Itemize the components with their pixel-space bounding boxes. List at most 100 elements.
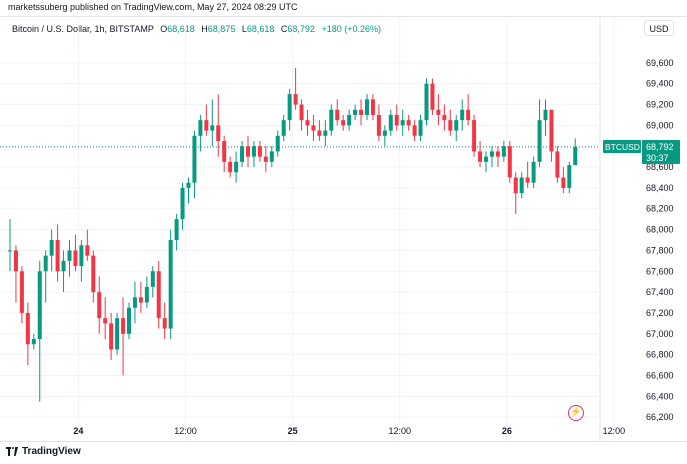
candle-body: [251, 146, 256, 157]
candle-body: [19, 271, 24, 313]
candle-body: [156, 271, 161, 319]
candle-body: [567, 165, 572, 188]
y-tick-label: 68,000: [646, 225, 674, 235]
publisher-credit: marketssuberg published on TradingView.c…: [8, 2, 298, 12]
candle-body: [376, 114, 381, 136]
footer-bar: [0, 441, 687, 464]
ticker-tag-label: BTCUSD: [605, 142, 640, 152]
candle-body: [448, 120, 453, 131]
tradingview-logo[interactable]: TradingView: [6, 446, 81, 457]
candle-body: [287, 94, 292, 121]
candle-body: [495, 151, 500, 157]
y-tick-label: 67,600: [646, 266, 674, 276]
candle-body: [168, 240, 173, 329]
candle-body: [555, 151, 560, 178]
candle-body: [103, 318, 108, 324]
y-tick-label: 68,200: [646, 204, 674, 214]
candle-body: [573, 147, 578, 166]
candle-body: [501, 146, 506, 157]
candle-body: [115, 318, 120, 350]
candle-body: [67, 250, 72, 261]
candle-body: [49, 240, 54, 256]
y-tick-label: 67,800: [646, 245, 674, 255]
close-label: C: [280, 24, 288, 34]
candle-body: [127, 307, 131, 334]
y-tick-label: 66,200: [646, 412, 674, 422]
candle-body: [55, 240, 60, 272]
y-tick-label: 69,200: [646, 100, 674, 110]
candle-body: [275, 135, 280, 152]
candle-body: [323, 130, 328, 136]
candle-body: [299, 104, 304, 121]
x-tick-label: 24: [73, 426, 83, 436]
price-tag-value: 68,792: [646, 142, 674, 152]
price-tag-countdown: 30:37: [646, 153, 669, 163]
candle-body: [13, 250, 18, 272]
candle-body: [454, 120, 459, 131]
candle-body: [132, 297, 137, 308]
candle-body: [359, 109, 364, 115]
y-tick-label: 69,000: [646, 120, 674, 130]
candle-body: [442, 114, 447, 121]
lightning-icon[interactable]: ⚡: [568, 405, 584, 421]
candle-body: [305, 120, 310, 126]
candle-body: [85, 245, 90, 256]
y-tick-label: 68,400: [646, 183, 674, 193]
candle-body: [484, 156, 488, 162]
candle-body: [424, 83, 429, 121]
change-value: +180 (+0.26%): [321, 24, 381, 34]
high-value: 68,875: [207, 24, 236, 34]
candle-body: [91, 255, 96, 293]
y-tick-label: 69,400: [646, 79, 674, 89]
x-tick-label: 12:00: [174, 426, 197, 436]
candle-body: [507, 146, 512, 178]
symbol-title[interactable]: Bitcoin / U.S. Dollar, 1h, BITSTAMP: [12, 24, 154, 34]
candle-body: [234, 161, 239, 173]
candle-body: [412, 125, 417, 136]
candle-body: [121, 318, 126, 334]
candle-body: [198, 120, 203, 136]
candle-body: [418, 120, 423, 136]
candle-body: [79, 245, 84, 267]
currency-button[interactable]: USD: [644, 20, 674, 36]
candle-body: [472, 120, 477, 152]
candle-body: [561, 177, 566, 188]
candle-body: [192, 135, 197, 183]
candle-body: [228, 161, 233, 173]
tradingview-logo-icon: [6, 447, 18, 456]
candle-body: [519, 177, 524, 194]
y-tick-label: 66,800: [646, 350, 674, 360]
candle-body: [400, 120, 405, 126]
candle-body: [240, 146, 245, 162]
candle-body: [144, 286, 149, 303]
candle-body: [138, 297, 143, 303]
candle-body: [246, 146, 250, 157]
candle-body: [186, 182, 191, 188]
candle-body: [311, 125, 316, 131]
candle-body: [513, 177, 518, 194]
candle-body: [531, 161, 536, 183]
candle-body: [216, 125, 221, 141]
candle-body: [43, 255, 48, 272]
candle-body: [37, 271, 42, 339]
candle-body: [180, 187, 185, 220]
x-tick-label: 26: [502, 426, 512, 436]
tradingview-brand: TradingView: [22, 446, 81, 457]
candle-body: [8, 250, 12, 252]
candle-body: [25, 312, 30, 345]
y-tick-label: 68,600: [646, 162, 674, 172]
candle-body: [478, 151, 483, 162]
candle-body: [430, 83, 435, 110]
candle-body: [549, 109, 554, 152]
candle-body: [210, 125, 215, 131]
candle-body: [97, 292, 102, 319]
low-label: L: [241, 24, 247, 34]
ohlc-legend: Bitcoin / U.S. Dollar, 1h, BITSTAMP O68,…: [12, 24, 381, 34]
candle-body: [317, 130, 322, 136]
candle-body: [61, 260, 66, 272]
candle-body: [281, 120, 286, 136]
candle-body: [31, 339, 36, 345]
y-tick-label: 67,400: [646, 287, 674, 297]
candle-body: [204, 120, 209, 131]
